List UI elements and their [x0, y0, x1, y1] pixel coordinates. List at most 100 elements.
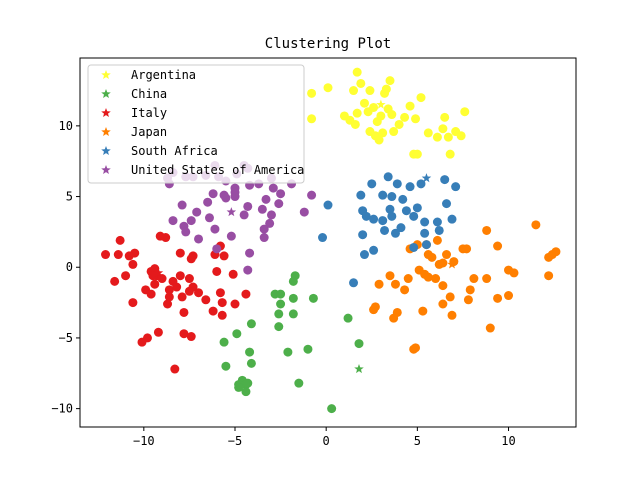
data-point — [188, 251, 198, 261]
data-point — [420, 217, 430, 227]
data-point — [469, 274, 479, 284]
centroid-star-marker — [376, 99, 386, 109]
data-point — [400, 285, 410, 295]
data-point — [493, 241, 503, 251]
data-point — [175, 248, 185, 258]
data-point — [389, 313, 399, 323]
data-point — [164, 292, 174, 302]
data-point — [184, 274, 194, 284]
data-point — [427, 252, 437, 262]
data-point — [163, 299, 173, 309]
data-point — [241, 289, 251, 299]
data-point — [210, 224, 220, 234]
data-point — [161, 233, 171, 243]
data-point — [403, 274, 413, 284]
data-point — [212, 266, 222, 276]
data-point — [442, 250, 452, 260]
data-point — [243, 201, 253, 211]
legend-label: China — [131, 87, 167, 101]
data-point — [440, 112, 450, 122]
data-point — [438, 258, 448, 268]
chart-title: Clustering Plot — [265, 36, 391, 52]
data-point — [378, 216, 388, 226]
data-point — [208, 189, 218, 199]
data-point — [212, 244, 222, 254]
points-layer — [101, 67, 561, 414]
data-point — [551, 247, 561, 257]
data-point — [201, 295, 211, 305]
data-point — [239, 210, 249, 220]
y-tick-label: 10 — [59, 119, 73, 133]
data-point — [438, 124, 448, 134]
data-point — [359, 98, 369, 108]
data-point — [380, 225, 390, 235]
data-point — [186, 332, 196, 342]
legend-label: Italy — [131, 106, 167, 120]
data-point — [243, 378, 253, 388]
data-point — [369, 305, 379, 315]
data-point — [221, 361, 231, 371]
data-point — [376, 111, 386, 121]
legend-marker — [101, 89, 111, 99]
data-point — [445, 292, 455, 302]
data-point — [204, 213, 214, 223]
data-point — [420, 228, 430, 238]
data-point — [343, 313, 353, 323]
data-point — [423, 272, 433, 282]
data-point — [416, 93, 426, 103]
data-point — [354, 339, 364, 349]
data-point — [177, 200, 187, 210]
data-point — [374, 135, 384, 145]
data-point — [230, 299, 240, 309]
data-point — [385, 271, 395, 281]
data-point — [232, 329, 242, 339]
data-point — [544, 271, 554, 281]
legend-box — [87, 64, 305, 184]
data-point — [352, 108, 362, 118]
data-point — [245, 248, 255, 258]
data-point — [194, 234, 204, 244]
data-point — [164, 285, 174, 295]
data-point — [387, 211, 397, 221]
legend-label: Argentina — [131, 68, 196, 82]
data-point — [276, 299, 286, 309]
y-tick-label: 5 — [66, 190, 73, 204]
data-point — [390, 279, 400, 289]
data-point — [192, 207, 202, 217]
data-point — [179, 307, 189, 317]
legend-marker — [101, 108, 111, 118]
data-point — [276, 289, 286, 299]
x-tick-label: 10 — [501, 434, 515, 448]
data-point — [327, 404, 337, 414]
centroid-star-marker — [153, 267, 164, 277]
data-point — [274, 309, 284, 319]
legend-marker — [101, 127, 111, 137]
data-point — [288, 293, 298, 303]
data-point — [274, 322, 284, 332]
data-point — [307, 88, 317, 98]
data-point — [367, 179, 377, 189]
legend-marker — [101, 146, 111, 156]
data-point — [219, 337, 229, 347]
data-point — [288, 276, 298, 286]
data-point — [241, 387, 251, 397]
data-point — [146, 289, 156, 299]
data-point — [369, 245, 379, 255]
data-point — [175, 271, 185, 281]
data-point — [203, 197, 213, 207]
data-point — [234, 382, 244, 392]
data-point — [259, 224, 269, 234]
centroid-star-marker — [354, 364, 364, 374]
data-point — [208, 306, 218, 316]
data-point — [442, 199, 452, 209]
data-point — [390, 228, 400, 238]
data-point — [246, 358, 256, 368]
data-point — [392, 179, 402, 189]
data-point — [400, 112, 410, 122]
data-point — [186, 216, 196, 226]
data-point — [412, 149, 422, 159]
data-point — [128, 259, 138, 269]
data-point — [423, 128, 433, 138]
